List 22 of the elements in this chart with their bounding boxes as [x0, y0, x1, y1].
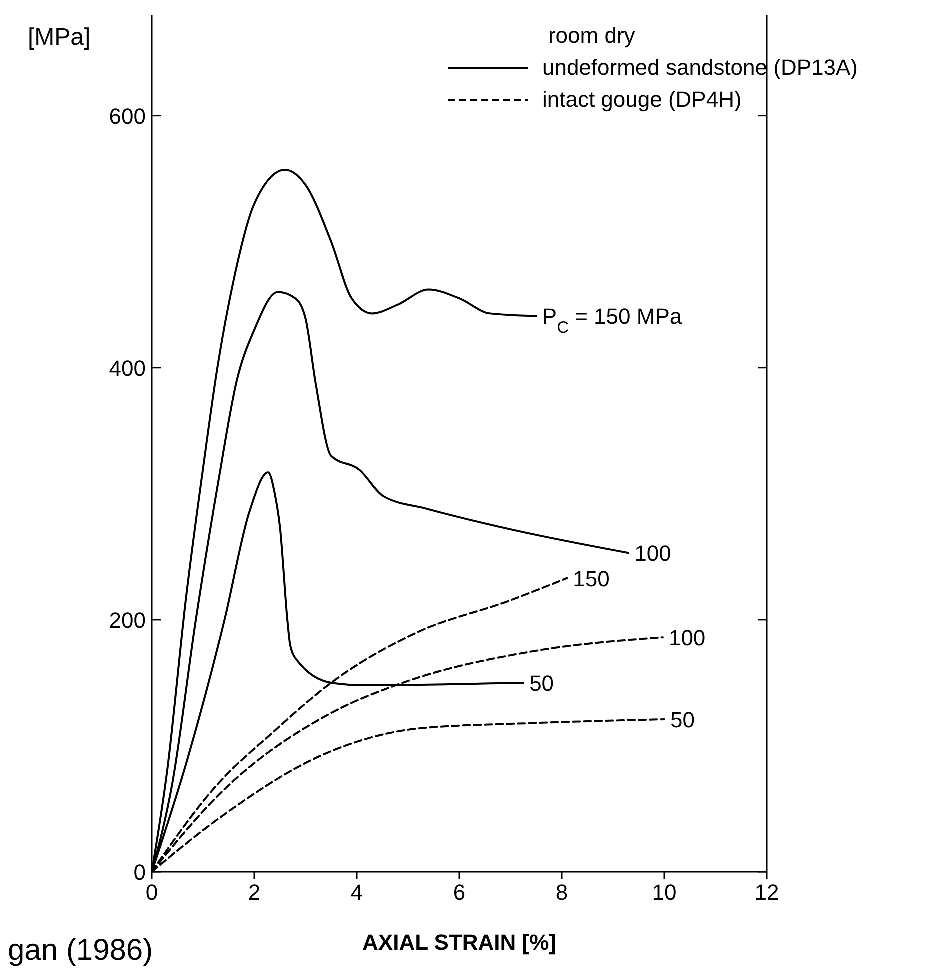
- y-tick-label: 600: [109, 104, 146, 129]
- x-tick-label: 6: [453, 880, 466, 905]
- series-label: 100: [668, 626, 706, 651]
- x-tick-label: 10: [652, 880, 677, 905]
- series-label: 150: [573, 566, 610, 592]
- series-label: 100: [634, 541, 672, 566]
- series-label: P$_{C}$ = 150 MPa: [542, 304, 683, 338]
- annotation: intact gouge (DP4H): [542, 86, 742, 114]
- x-tick-label: 12: [754, 880, 780, 905]
- y-tick-label: 200: [109, 608, 146, 633]
- annotation: undeformed sandstone (DP13A): [542, 54, 858, 82]
- legend-title: room dry: [547, 22, 636, 50]
- text: gan (1986): [8, 934, 154, 968]
- y-tick-label: 400: [109, 356, 146, 381]
- x-tick-label: 4: [350, 880, 364, 905]
- y-tick-label: 0: [134, 860, 146, 885]
- x-axis-title: AXIAL STRAIN [%]: [362, 930, 556, 955]
- x-tick-label: 2: [248, 880, 261, 905]
- series-label: 50: [530, 670, 554, 696]
- series-label: 50: [670, 708, 695, 733]
- x-tick-label: 8: [556, 880, 568, 905]
- y-axis-title: [MPa]: [28, 24, 91, 51]
